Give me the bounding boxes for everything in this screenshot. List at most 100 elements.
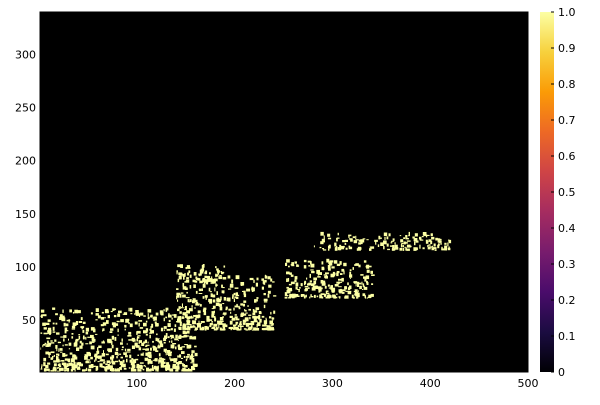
mask-pixel: [310, 294, 312, 298]
mask-pixel: [363, 260, 367, 263]
mask-pixel: [334, 242, 337, 247]
mask-pixel: [46, 343, 50, 347]
mask-pixel: [369, 248, 372, 251]
mask-pixel: [329, 263, 333, 266]
mask-pixel: [123, 368, 127, 370]
mask-pixel: [52, 326, 55, 331]
mask-pixel: [165, 352, 167, 356]
mask-pixel: [342, 245, 345, 248]
mask-pixel: [303, 295, 306, 299]
mask-pixel: [204, 326, 208, 330]
mask-pixel: [287, 288, 289, 291]
mask-pixel: [182, 286, 187, 290]
mask-pixel: [160, 360, 164, 364]
mask-pixel: [286, 286, 289, 289]
mask-pixel: [331, 290, 335, 293]
mask-pixel: [149, 334, 151, 339]
mask-pixel: [168, 314, 172, 318]
mask-pixel: [158, 359, 162, 363]
mask-pixel: [43, 357, 47, 362]
mask-pixel: [182, 294, 186, 298]
mask-pixel: [210, 291, 212, 293]
mask-pixel: [438, 243, 440, 246]
mask-pixel: [321, 238, 325, 242]
mask-pixel: [147, 359, 151, 363]
mask-pixel: [290, 274, 294, 277]
mask-pixel: [87, 368, 92, 372]
mask-pixel: [344, 286, 346, 288]
mask-pixel: [50, 357, 53, 360]
mask-pixel: [198, 322, 202, 324]
mask-pixel: [325, 290, 329, 293]
mask-pixel: [179, 323, 182, 327]
mask-pixel: [118, 310, 122, 314]
colorbar-tick-label: 0.1: [558, 330, 576, 343]
mask-pixel: [143, 341, 146, 344]
mask-pixel: [141, 365, 144, 367]
mask-pixel: [238, 305, 240, 308]
mask-pixel: [111, 362, 116, 365]
mask-pixel: [85, 331, 89, 335]
mask-pixel: [324, 275, 328, 279]
mask-pixel: [183, 334, 187, 338]
mask-pixel: [369, 246, 372, 248]
mask-pixel: [105, 365, 109, 370]
mask-pixel: [47, 328, 50, 330]
mask-pixel: [140, 353, 144, 356]
mask-pixel: [45, 365, 49, 369]
mask-pixel: [163, 309, 165, 312]
mask-pixel: [192, 300, 195, 304]
mask-pixel: [185, 306, 187, 309]
mask-pixel: [179, 354, 182, 358]
mask-pixel: [177, 318, 179, 322]
mask-pixel: [361, 281, 363, 285]
x-axis: 100 200 300 400 500: [126, 368, 539, 390]
mask-pixel: [341, 277, 344, 282]
mask-pixel: [146, 348, 149, 351]
mask-pixel: [199, 326, 201, 330]
mask-pixel: [444, 242, 447, 245]
mask-pixel: [147, 361, 150, 365]
mask-pixel: [220, 296, 222, 301]
mask-pixel: [73, 364, 78, 369]
mask-pixel: [432, 245, 434, 248]
mask-pixel: [80, 317, 83, 320]
mask-pixel: [212, 299, 216, 303]
mask-pixel: [119, 353, 122, 355]
colorbar-tick-label: 0.8: [558, 78, 576, 91]
mask-pixel: [52, 307, 56, 310]
mask-pixel: [66, 363, 69, 368]
mask-pixel: [109, 361, 111, 364]
mask-pixel: [339, 281, 343, 283]
mask-pixel: [245, 312, 248, 314]
mask-pixel: [209, 323, 213, 326]
mask-pixel: [428, 244, 431, 246]
mask-pixel: [406, 244, 411, 248]
mask-pixel: [114, 323, 119, 326]
mask-pixel: [203, 311, 207, 316]
mask-pixel: [441, 246, 443, 250]
mask-pixel: [155, 367, 159, 371]
mask-pixel: [419, 239, 424, 241]
mask-pixel: [132, 359, 137, 364]
mask-pixel: [41, 314, 43, 318]
mask-pixel: [124, 328, 126, 331]
mask-pixel: [105, 369, 108, 372]
mask-pixel: [441, 248, 445, 251]
mask-pixel: [187, 325, 189, 327]
mask-pixel: [323, 274, 327, 276]
mask-pixel: [308, 265, 311, 267]
mask-pixel: [263, 298, 268, 302]
mask-pixel: [126, 343, 128, 345]
mask-pixel: [115, 347, 119, 352]
mask-pixel: [208, 287, 211, 292]
mask-pixel: [106, 320, 109, 324]
mask-pixel: [130, 367, 135, 372]
mask-pixel: [177, 264, 182, 268]
mask-pixel: [338, 286, 342, 288]
mask-pixel: [106, 360, 111, 364]
mask-pixel: [145, 345, 148, 347]
mask-pixel: [431, 247, 435, 251]
mask-pixel: [216, 268, 219, 271]
mask-pixel: [288, 287, 292, 292]
